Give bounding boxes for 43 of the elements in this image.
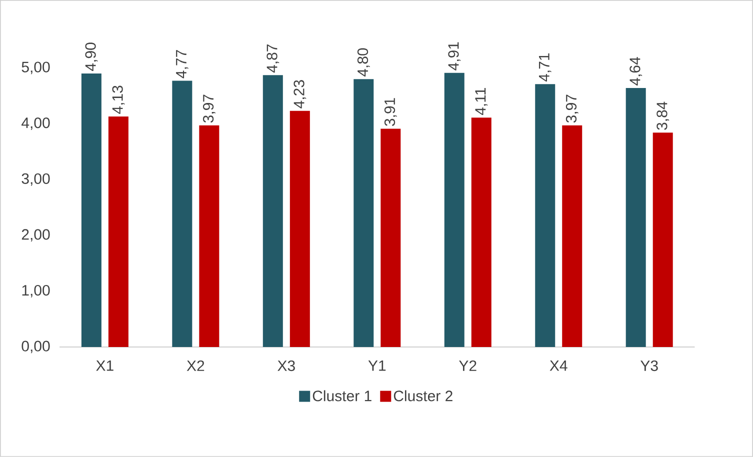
bar: [199, 125, 220, 348]
bar: [108, 116, 128, 348]
data-label: 4,71: [538, 53, 552, 82]
data-label: 3,91: [384, 98, 397, 126]
data-label: 4,91: [448, 42, 461, 70]
legend-label: Cluster 1: [312, 390, 372, 402]
y-tick-label: 3,00: [22, 173, 50, 186]
legend-label: Cluster 2: [394, 390, 452, 402]
y-tick-label: 4,00: [22, 118, 50, 130]
data-label: 4,11: [475, 88, 488, 116]
x-tick-label: X4: [550, 360, 568, 371]
bar: [444, 72, 464, 348]
bar: [290, 110, 310, 348]
bar: [535, 84, 556, 348]
bar: [380, 128, 401, 348]
x-tick-label: X1: [96, 360, 114, 371]
data-label: 4,77: [176, 50, 188, 78]
data-label: 3,97: [566, 94, 578, 123]
y-tick-label: 0,00: [22, 340, 50, 354]
y-tick-label: 2,00: [22, 229, 50, 242]
x-tick-label: Y2: [459, 360, 476, 371]
bar: [626, 88, 646, 348]
bar: [354, 79, 374, 348]
bar: [172, 80, 192, 348]
x-tick-label: X2: [186, 360, 204, 371]
x-tick-label: Y1: [368, 360, 386, 371]
data-label: 4,87: [266, 44, 280, 73]
bar: [652, 132, 673, 348]
x-tick-label: Y3: [640, 360, 658, 372]
data-label: 4,64: [630, 57, 642, 86]
y-tick-label: 5,00: [22, 62, 50, 74]
x-tick-label: X3: [278, 360, 295, 372]
data-label: 4,23: [294, 80, 306, 108]
bar: [262, 75, 283, 348]
data-label: 3,97: [202, 94, 216, 123]
bar: [81, 74, 102, 348]
bar: [471, 118, 492, 348]
data-label: 4,90: [85, 42, 98, 71]
data-label: 4,80: [357, 48, 370, 77]
bar: [562, 125, 582, 348]
y-tick-label: 1,00: [22, 285, 50, 298]
data-label: 4,13: [112, 86, 125, 114]
data-label: 3,84: [656, 102, 670, 130]
